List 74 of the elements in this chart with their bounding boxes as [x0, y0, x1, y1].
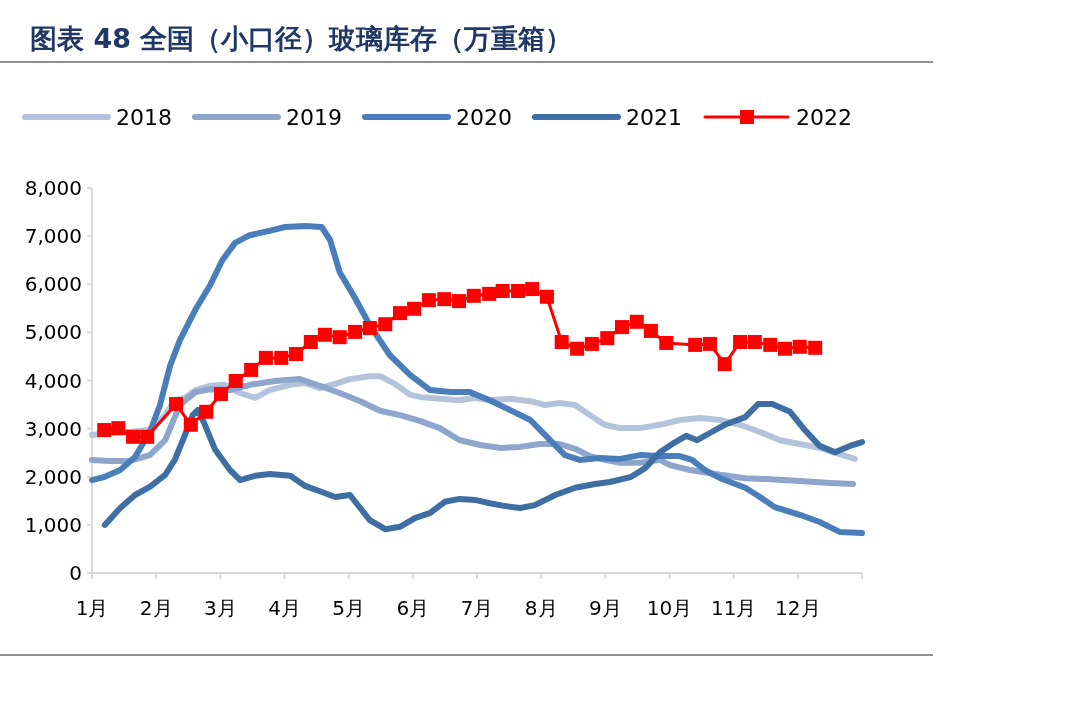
- point: [525, 282, 540, 297]
- point: [274, 350, 289, 365]
- point: [140, 429, 155, 444]
- point: [792, 339, 807, 354]
- point: [466, 288, 481, 303]
- point: [244, 362, 259, 377]
- point: [126, 429, 141, 444]
- y-tick-label: 4,000: [24, 368, 82, 393]
- x-tick-label: 6月: [396, 596, 430, 620]
- x-tick-label: 7月: [460, 596, 494, 620]
- point: [629, 314, 644, 329]
- point: [421, 293, 436, 308]
- point: [495, 283, 510, 298]
- point: [643, 323, 658, 338]
- point: [437, 292, 452, 307]
- legend-label: 2020: [456, 105, 512, 130]
- point: [688, 337, 703, 352]
- point: [111, 421, 126, 436]
- point: [228, 373, 243, 388]
- point: [482, 286, 497, 301]
- point: [332, 330, 347, 345]
- point: [808, 340, 823, 355]
- y-tick-label: 7,000: [24, 224, 82, 249]
- point: [303, 335, 318, 349]
- point: [733, 335, 748, 349]
- point: [584, 336, 599, 351]
- x-tick-label: 2月: [139, 596, 173, 620]
- y-tick-label: 1,000: [24, 512, 82, 537]
- point: [213, 386, 228, 401]
- x-tick-label: 10月: [646, 596, 693, 620]
- title: 图表 48 全国（小口径）玻璃库存（万重箱）: [30, 23, 573, 54]
- legend-label: 2021: [626, 105, 682, 130]
- x-tick-label: 9月: [588, 596, 622, 620]
- point: [747, 335, 762, 349]
- point: [348, 324, 363, 339]
- x-tick-label: 11月: [710, 596, 757, 620]
- point: [600, 331, 615, 346]
- point: [362, 321, 377, 336]
- point: [169, 397, 184, 412]
- point: [511, 283, 526, 298]
- point: [778, 341, 792, 356]
- x-tick-label: 12月: [775, 596, 821, 620]
- legend-label: 2019: [286, 105, 342, 130]
- y-tick-label: 8,000: [24, 176, 82, 200]
- y-tick-label: 5,000: [24, 320, 82, 345]
- x-tick-label: 4月: [268, 596, 301, 620]
- legend-label: 2018: [116, 105, 172, 130]
- point: [659, 335, 674, 350]
- point: [615, 320, 630, 335]
- x-tick-label: 3月: [203, 596, 237, 620]
- point: [452, 294, 467, 309]
- point: [554, 335, 569, 349]
- x-tick-label: 8月: [524, 596, 558, 620]
- point: [717, 357, 732, 372]
- point: [199, 404, 214, 419]
- y-tick-label: 3,000: [24, 416, 82, 441]
- point: [289, 347, 304, 362]
- point: [378, 317, 393, 332]
- point: [183, 417, 198, 432]
- point: [393, 306, 407, 321]
- x-tick-label: 1月: [75, 596, 109, 620]
- point: [317, 327, 332, 342]
- x-tick-label: 5月: [332, 596, 366, 620]
- y-tick-label: 0: [69, 561, 82, 585]
- legend-label: 2022: [796, 105, 852, 130]
- point: [97, 423, 112, 438]
- point: [763, 337, 778, 352]
- y-tick-label: 6,000: [24, 272, 82, 297]
- y-tick-label: 2,000: [24, 464, 82, 489]
- point: [702, 336, 717, 351]
- point: [407, 301, 422, 316]
- point: [258, 350, 273, 365]
- point: [570, 341, 585, 356]
- point: [539, 289, 554, 304]
